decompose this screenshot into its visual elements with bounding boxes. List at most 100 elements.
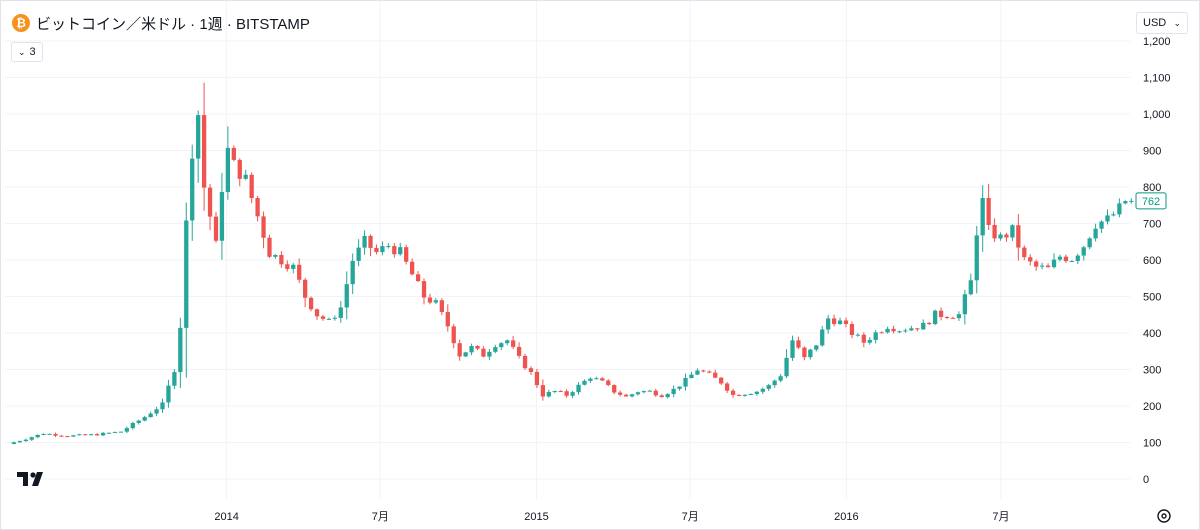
candle-down bbox=[927, 322, 932, 325]
candle-down bbox=[1028, 257, 1033, 262]
candle-up bbox=[380, 246, 385, 253]
candle-up bbox=[291, 264, 296, 269]
candle-up bbox=[885, 328, 890, 333]
candle-up bbox=[570, 392, 575, 396]
y-axis: 0 100 200 300 400 500 600 700 800 900 1,000 1,100 1,… bbox=[1143, 36, 1171, 486]
y-tick-label: 0 bbox=[1143, 474, 1149, 486]
candle-up bbox=[469, 346, 474, 353]
candle-up bbox=[136, 420, 141, 424]
tradingview-logo[interactable] bbox=[16, 468, 50, 490]
candle-down bbox=[297, 264, 302, 280]
candle-up bbox=[968, 280, 973, 295]
candle-down bbox=[701, 370, 706, 372]
candle-up bbox=[909, 328, 914, 331]
candle-up bbox=[89, 434, 94, 436]
candle-up bbox=[1129, 200, 1134, 202]
candle-up bbox=[350, 260, 355, 285]
y-tick-label: 500 bbox=[1143, 292, 1161, 304]
candle-up bbox=[546, 391, 551, 397]
candle-up bbox=[1093, 228, 1098, 239]
candle-up bbox=[820, 329, 825, 346]
candle-up bbox=[499, 343, 504, 348]
candle-down bbox=[516, 346, 522, 356]
candle-up bbox=[11, 442, 17, 444]
candle-up bbox=[980, 198, 985, 236]
candle-down bbox=[267, 237, 272, 257]
candle-down bbox=[938, 310, 944, 317]
candle-down bbox=[314, 309, 320, 317]
candle-up bbox=[1010, 225, 1015, 238]
candle-up bbox=[487, 351, 492, 357]
chevron-down-icon: ⌄ bbox=[18, 46, 26, 57]
candle-up bbox=[1099, 221, 1104, 229]
candle-up bbox=[243, 174, 248, 179]
candle-down bbox=[606, 380, 611, 386]
symbol-title[interactable]: ビットコイン／米ドル · 1週 · BITSTAMP bbox=[36, 15, 310, 33]
candle-down bbox=[730, 390, 736, 395]
candle-down bbox=[249, 174, 254, 199]
candle-down bbox=[94, 434, 100, 436]
candle-down bbox=[618, 392, 623, 395]
candle-up bbox=[552, 391, 557, 393]
candle-up bbox=[47, 433, 52, 435]
candle-up bbox=[29, 437, 34, 440]
candle-up bbox=[760, 388, 765, 392]
candle-up bbox=[921, 322, 926, 330]
candle-down bbox=[374, 247, 379, 253]
candle-up bbox=[778, 376, 783, 381]
candle-down bbox=[915, 328, 920, 330]
x-tick-label: 7月 bbox=[992, 511, 1009, 523]
symbol-header: ₿ ビットコイン／米ドル · 1週 · BITSTAMP bbox=[12, 12, 310, 34]
candle-down bbox=[237, 159, 242, 179]
candle-up bbox=[1081, 247, 1086, 256]
candle-up bbox=[505, 340, 510, 344]
candle-up bbox=[855, 334, 861, 336]
candle-up bbox=[677, 386, 682, 389]
candle-down bbox=[558, 391, 563, 393]
y-tick-label: 700 bbox=[1143, 219, 1161, 231]
candle-down bbox=[528, 368, 534, 372]
candle-up bbox=[142, 417, 147, 421]
indicators-collapse-button[interactable]: ⌄ 3 bbox=[11, 42, 43, 62]
x-axis: 2014 7月 2015 7月 2016 7月 bbox=[214, 511, 1009, 523]
candle-up bbox=[588, 378, 593, 381]
candle-up bbox=[766, 385, 771, 389]
candle-down bbox=[53, 433, 58, 436]
candle-up bbox=[1051, 259, 1057, 268]
indicator-count: 3 bbox=[29, 46, 36, 58]
candle-up bbox=[867, 339, 872, 343]
candle-up bbox=[362, 235, 367, 248]
candle-up bbox=[35, 434, 40, 438]
candle-down bbox=[1004, 234, 1009, 238]
candle-up bbox=[683, 378, 688, 387]
candle-up bbox=[933, 310, 938, 325]
y-tick-label: 100 bbox=[1143, 438, 1161, 450]
candle-down bbox=[736, 394, 742, 396]
candle-up bbox=[398, 247, 403, 255]
candle-down bbox=[891, 328, 896, 332]
candle-down bbox=[534, 371, 540, 386]
candle-up bbox=[219, 192, 225, 241]
y-tick-label: 1,200 bbox=[1143, 36, 1171, 48]
candle-down bbox=[1045, 265, 1051, 268]
candle-up bbox=[873, 332, 878, 340]
currency-select[interactable]: USD ⌄ bbox=[1136, 12, 1188, 34]
candle-up bbox=[463, 352, 468, 357]
candle-up bbox=[635, 392, 641, 395]
currency-label: USD bbox=[1143, 17, 1167, 29]
candle-down bbox=[986, 198, 991, 225]
candle-down bbox=[1063, 256, 1069, 262]
candle-up bbox=[754, 391, 759, 394]
y-tick-label: 1,100 bbox=[1143, 73, 1171, 85]
candle-up bbox=[576, 384, 581, 393]
candle-down bbox=[457, 343, 462, 357]
candle-down bbox=[439, 300, 444, 313]
candle-up bbox=[493, 347, 498, 352]
candle-down bbox=[421, 281, 427, 298]
candle-up bbox=[71, 435, 76, 437]
chevron-down-icon: ⌄ bbox=[1173, 17, 1181, 28]
candle-up bbox=[974, 235, 979, 281]
settings-icon[interactable] bbox=[1154, 506, 1174, 526]
candle-down bbox=[707, 371, 712, 373]
